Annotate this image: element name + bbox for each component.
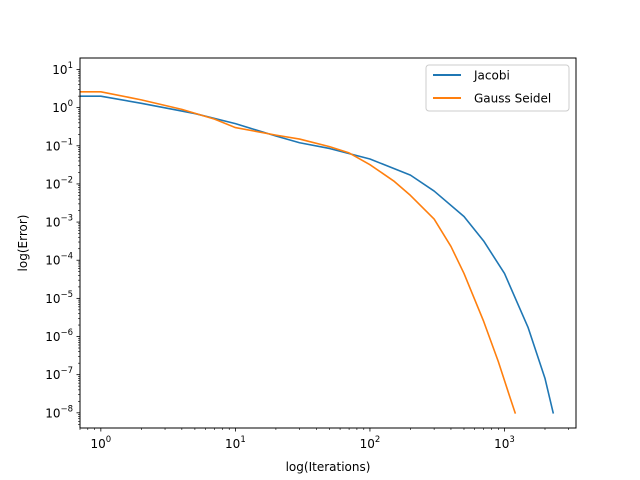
series-line-0	[80, 95, 555, 414]
x-tick-label: 103	[494, 435, 515, 451]
y-tick-label: 10−4	[45, 252, 73, 268]
x-axis-label: log(Iterations)	[286, 460, 371, 474]
y-tick-label: 10−2	[45, 175, 73, 191]
axes-background	[80, 58, 576, 428]
legend: Jacobi Gauss Seidel	[425, 64, 570, 112]
y-tick-label: 10−5	[45, 290, 73, 306]
series-line-1	[80, 91, 517, 414]
x-tick-label: 101	[225, 435, 246, 451]
legend-label-gauss-seidel: Gauss Seidel	[474, 92, 551, 106]
y-tick-label: 10−3	[45, 214, 73, 230]
y-axis-ticks: 101 100 10−1 10−2 10−3 10−4 10−5 10−6 10−7 10−8	[45, 61, 80, 425]
legend-frame	[425, 64, 570, 112]
y-tick-label: 10−7	[45, 366, 73, 382]
x-tick-label: 100	[90, 435, 111, 451]
series-layer	[80, 91, 555, 414]
plot-area	[79, 57, 577, 429]
y-tick-label: 101	[52, 61, 73, 77]
y-axis-label: log(Error)	[16, 215, 30, 272]
x-axis-ticks: 100 101 102 103	[79, 428, 569, 451]
x-tick-label: 102	[360, 435, 381, 451]
y-tick-label: 10−1	[45, 137, 73, 153]
axes-frame	[79, 57, 577, 429]
legend-label-jacobi: Jacobi	[473, 69, 510, 83]
y-tick-label: 100	[52, 99, 73, 115]
y-tick-label: 10−6	[45, 328, 73, 344]
y-tick-label: 10−8	[45, 404, 73, 420]
